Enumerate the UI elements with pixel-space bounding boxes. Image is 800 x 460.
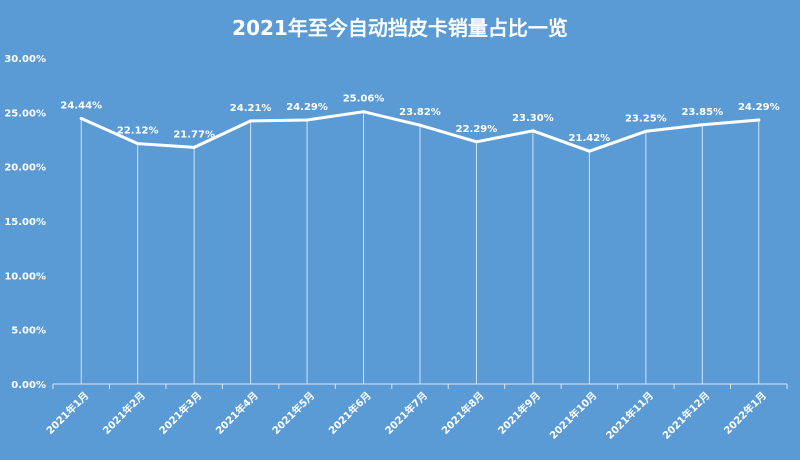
y-tick-label: 20.00% bbox=[4, 163, 46, 174]
x-tick-label: 2021年3月 bbox=[156, 389, 204, 437]
data-label: 24.44% bbox=[60, 100, 102, 111]
data-label: 21.77% bbox=[173, 129, 215, 140]
data-point bbox=[305, 118, 309, 122]
data-label: 21.42% bbox=[569, 133, 611, 144]
x-tick-label: 2021年9月 bbox=[495, 389, 543, 437]
data-point bbox=[587, 149, 591, 153]
data-label: 24.29% bbox=[738, 102, 780, 113]
data-label: 23.85% bbox=[681, 107, 723, 118]
data-label: 25.06% bbox=[343, 94, 385, 105]
data-label: 24.21% bbox=[230, 103, 272, 114]
y-tick-label: 15.00% bbox=[4, 217, 46, 228]
x-tick-label: 2021年8月 bbox=[439, 389, 487, 437]
data-label: 24.29% bbox=[286, 102, 328, 113]
data-point bbox=[531, 129, 535, 133]
x-tick-label: 2021年1月 bbox=[43, 389, 91, 437]
data-point bbox=[700, 123, 704, 127]
data-label: 22.12% bbox=[117, 126, 159, 137]
x-tick-label: 2021年2月 bbox=[100, 389, 148, 437]
y-tick-label: 25.00% bbox=[4, 108, 46, 119]
data-point bbox=[79, 116, 83, 120]
data-point bbox=[474, 140, 478, 144]
y-tick-label: 30.00% bbox=[4, 54, 46, 65]
data-label: 23.30% bbox=[512, 113, 554, 124]
data-label: 22.29% bbox=[456, 124, 498, 135]
x-tick-label: 2022年1月 bbox=[721, 389, 769, 437]
data-label: 23.25% bbox=[625, 113, 667, 124]
data-point bbox=[249, 119, 253, 123]
data-label: 23.82% bbox=[399, 107, 441, 118]
x-tick-label: 2021年6月 bbox=[326, 389, 374, 437]
y-tick-label: 5.00% bbox=[11, 326, 46, 337]
data-point bbox=[362, 110, 366, 114]
data-point bbox=[644, 129, 648, 133]
data-point bbox=[757, 118, 761, 122]
x-tick-label: 2021年10月 bbox=[547, 389, 600, 442]
y-tick-label: 10.00% bbox=[4, 271, 46, 282]
data-point bbox=[192, 145, 196, 149]
x-tick-label: 2021年11月 bbox=[603, 389, 656, 442]
x-tick-label: 2021年12月 bbox=[660, 389, 713, 442]
x-tick-label: 2021年7月 bbox=[382, 389, 430, 437]
x-tick-label: 2021年5月 bbox=[269, 389, 317, 437]
x-tick-label: 2021年4月 bbox=[213, 389, 261, 437]
chart-title: 2021年至今自动挡皮卡销量占比一览 bbox=[232, 16, 568, 40]
data-point bbox=[418, 123, 422, 127]
data-point bbox=[136, 142, 140, 146]
y-tick-label: 0.00% bbox=[11, 380, 46, 391]
